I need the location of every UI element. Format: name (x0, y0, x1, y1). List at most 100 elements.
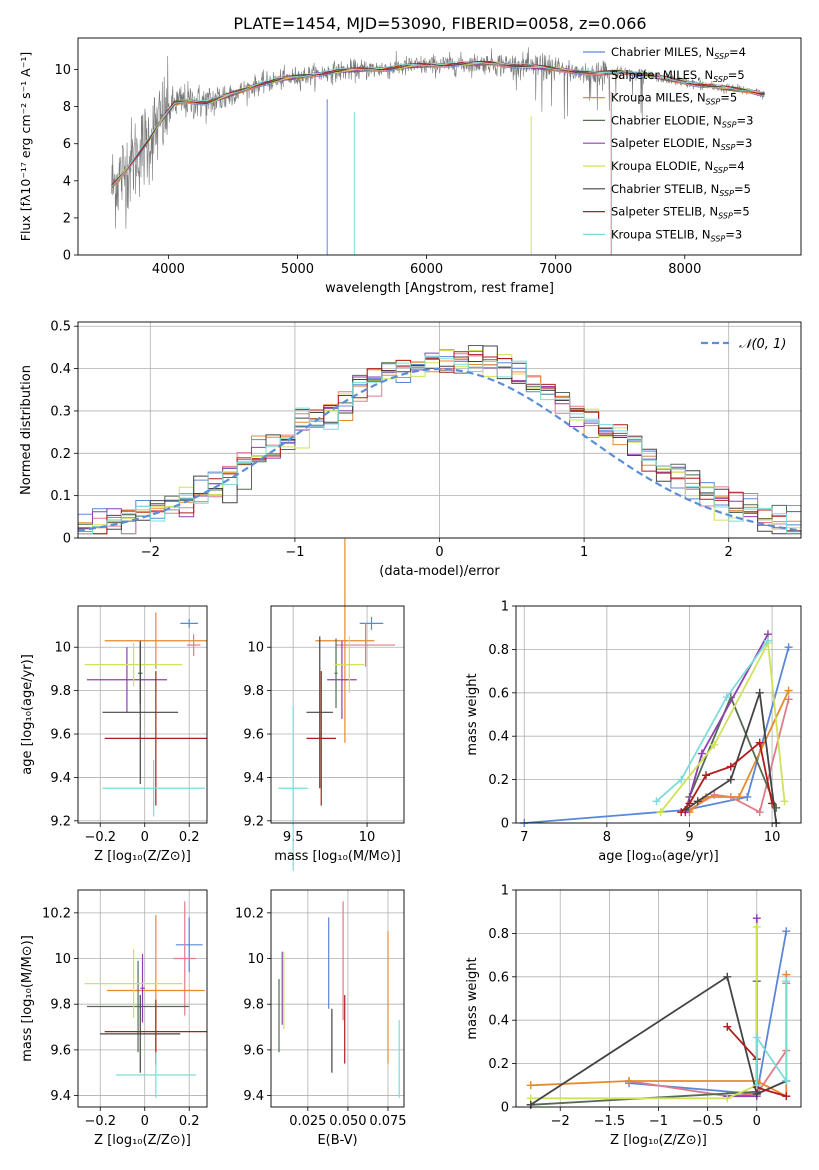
y-tick-label: 10 (54, 641, 71, 656)
y-axis-label: Normed distribution (19, 365, 34, 495)
y-tick-label: 0 (63, 249, 71, 264)
model-spectrum-kroupa-elodie (111, 60, 765, 186)
legend-label-text: Chabrier STELIB, N (611, 182, 719, 196)
data-point-kroupa-elodie (656, 808, 665, 817)
series-line-salpeter-elodie (727, 918, 758, 1098)
axes-frame (515, 889, 802, 1108)
data-point-kroupa-stelib (677, 775, 686, 784)
legend-label-subscript: SSP (719, 189, 734, 198)
x-tick-label: −0.2 (84, 1114, 116, 1129)
x-tick-label: 2 (725, 545, 733, 560)
legend-label-value: =3 (735, 136, 752, 150)
legend-label: Kroupa MILES, NSSP=5 (611, 91, 737, 107)
x-axis-label: E(B-V) (317, 1133, 357, 1148)
y-tick-label: 10 (54, 63, 71, 78)
legend-label: Chabrier MILES, NSSP=4 (611, 45, 746, 61)
legend-label-subscript: SSP (713, 166, 728, 175)
x-tick-label: 7 (520, 830, 528, 845)
x-tick-label: −2 (141, 545, 160, 560)
data-point-salpeter-stelib (702, 771, 710, 780)
y-tick-label: 9.4 (50, 1089, 71, 1104)
legend-label: Salpeter ELODIE, NSSP=3 (611, 136, 752, 152)
x-axis-label: Z [log₁₀(Z/Z⊙)] (94, 1133, 191, 1148)
data-point-kroupa-stelib (782, 977, 791, 986)
axes-frame (270, 605, 405, 824)
x-tick-label: −1 (649, 1114, 668, 1129)
legend-label-text: Kroupa ELODIE, N (611, 159, 713, 173)
series-line-kroupa-elodie (659, 639, 786, 813)
legend-label: 𝒩(0, 1) (739, 337, 786, 352)
data-point-salpeter-stelib (726, 762, 735, 771)
x-tick-label: 0 (435, 545, 443, 560)
x-tick-label: 10 (359, 830, 376, 845)
x-tick-label: −0.5 (692, 1114, 724, 1129)
x-tick-label: 8 (603, 830, 611, 845)
data-point-kroupa-elodie (752, 922, 761, 931)
axes-frame (515, 605, 802, 824)
residual-histogram-panel: −2 −1 0 1 2 0 0.1 0.2 0.3 0.4 0.5 (data-model)/erro… (19, 320, 802, 579)
spectrum-panel: 4000 5000 6000 7000 8000 0 2 4 6 8 10 wavelength [A… (18, 37, 802, 296)
legend-label-subscript: SSP (718, 212, 733, 221)
y-tick-label: 0.8 (488, 927, 509, 942)
y-tick-label: 2 (63, 211, 71, 226)
y-tick-label: 4 (63, 174, 71, 189)
figure-title: PLATE=1454, MJD=53090, FIBERID=0058, z=0… (233, 14, 646, 33)
data-point-salpeter-stelib (782, 1092, 791, 1101)
series-line-kroupa-elodie (530, 926, 758, 1100)
legend-label-value: =5 (733, 205, 750, 219)
y-tick-label: 0.1 (50, 489, 71, 504)
legend-label: Kroupa STELIB, NSSP=3 (611, 227, 742, 243)
legend-label-subscript: SSP (714, 52, 729, 61)
legend-label-value: =5 (728, 68, 745, 82)
y-tick-label: 9.2 (243, 814, 264, 829)
y-tick-label: 10.2 (42, 906, 71, 921)
x-tick-label: 10 (764, 830, 781, 845)
series-line-chabrier-elodie (530, 981, 758, 1106)
y-tick-label: 0.6 (488, 970, 509, 985)
x-axis-label: age [log₁₀(age/yr)] (598, 849, 719, 864)
x-tick-label: 6000 (410, 262, 443, 277)
legend-label-text: Salpeter STELIB, N (611, 205, 718, 219)
legend-label: Chabrier STELIB, NSSP=5 (611, 182, 751, 198)
legend-label-value: =3 (737, 113, 754, 127)
age-vs-metallicity-panel: −0.2 0 0.2 9.2 9.4 9.6 9.8 10 Z [log₁₀(Z/Z⊙)] age… (20, 605, 208, 864)
data-point-chabrier-stelib (693, 797, 702, 806)
y-axis-label: mass [log₁₀(M/M⊙)] (20, 935, 35, 1062)
data-point-kroupa-stelib (752, 1081, 761, 1090)
y-axis-label: mass weight (465, 957, 480, 1039)
legend-label-subscript: SSP (721, 143, 736, 152)
data-point-salpeter-stelib (723, 1022, 732, 1031)
legend-label-text: Kroupa STELIB, N (611, 227, 711, 241)
data-point-kroupa-elodie (710, 740, 719, 749)
y-tick-label: 1 (501, 884, 509, 899)
normal-distribution-curve (78, 367, 801, 532)
legend-label: Chabrier ELODIE, NSSP=3 (611, 113, 753, 129)
legend-label-value: =5 (734, 182, 751, 196)
y-tick-label: 0 (63, 532, 71, 547)
x-axis-label: (data-model)/error (379, 564, 500, 579)
mass-vs-metallicity-panel: −0.2 0 0.2 9.4 9.6 9.8 10 10.2 Z [log₁₀(Z/Z⊙)] ma… (20, 889, 208, 1148)
y-tick-label: 9.6 (243, 1043, 264, 1058)
histogram-kroupa-stelib (78, 355, 801, 538)
axes-frame (77, 889, 208, 1108)
legend-label-value: =4 (728, 159, 745, 173)
data-point-kroupa-miles (526, 1081, 535, 1090)
y-tick-label: 0.2 (488, 1057, 509, 1072)
y-axis-label: Flux [fλ10⁻¹⁷ erg cm⁻² s⁻¹ A⁻¹] (18, 52, 33, 241)
x-tick-label: −2 (551, 1114, 570, 1129)
y-tick-label: 9.8 (50, 998, 71, 1013)
axes-frame (77, 605, 208, 824)
x-tick-label: 0.075 (369, 1114, 406, 1129)
y-tick-label: 9.6 (243, 728, 264, 743)
legend-label-subscript: SSP (713, 75, 728, 84)
data-point-kroupa-stelib (722, 693, 731, 702)
x-tick-label: 7000 (539, 262, 572, 277)
y-tick-label: 0.3 (50, 404, 71, 419)
model-spectrum-kroupa-miles (111, 62, 765, 189)
x-axis-label: mass [log₁₀(M/M⊙)] (274, 849, 401, 864)
y-tick-label: 10 (247, 641, 264, 656)
x-tick-label: 0 (141, 830, 149, 845)
data-point-kroupa-stelib (752, 1033, 761, 1042)
data-point-kroupa-stelib (763, 636, 772, 645)
